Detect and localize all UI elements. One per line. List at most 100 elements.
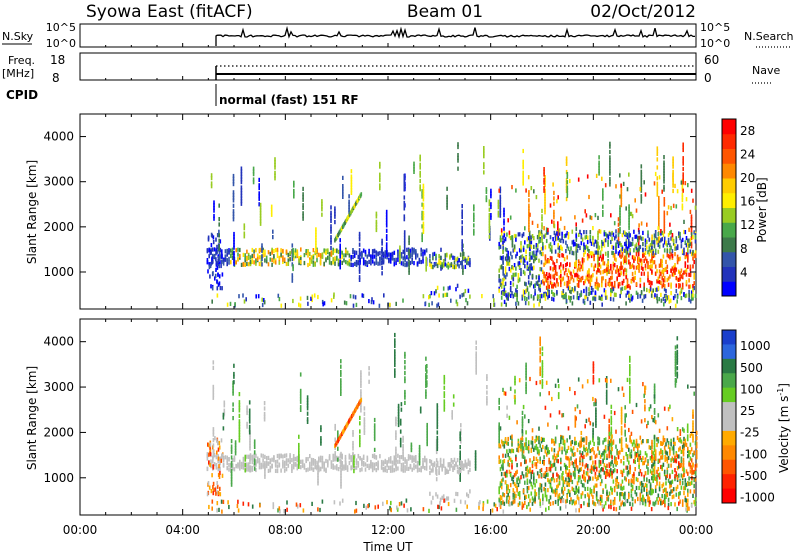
heatmap-cell [634, 270, 636, 275]
heatmap-cell [693, 275, 695, 280]
heatmap-cell [595, 410, 597, 415]
heatmap-cell [211, 260, 213, 265]
heatmap-cell [563, 293, 566, 299]
heatmap-cell [226, 466, 228, 471]
heatmap-cell [263, 417, 266, 422]
heatmap-cell [218, 445, 221, 450]
heatmap-cell [551, 289, 553, 294]
heatmap-cell [595, 244, 598, 249]
heatmap-cell [653, 408, 656, 413]
heatmap-cell [422, 229, 425, 234]
heatmap-cell [499, 189, 502, 194]
heatmap-cell [530, 491, 533, 496]
heatmap-cell [603, 269, 606, 274]
heatmap-cell [679, 429, 682, 434]
heatmap-cell [601, 294, 603, 299]
heatmap-cell [246, 467, 248, 472]
heatmap-cell [403, 184, 406, 189]
heatmap-cell [560, 436, 562, 441]
heatmap-cell [611, 250, 613, 255]
y-tick-label: 4000 [43, 130, 74, 144]
heatmap-cell [553, 276, 556, 281]
heatmap-cell [221, 259, 223, 264]
heatmap-cell [436, 419, 439, 424]
heatmap-cell [402, 464, 405, 469]
heatmap-cell [407, 454, 410, 459]
heatmap-cell [315, 227, 317, 232]
heatmap-cell [424, 455, 426, 460]
heatmap-cell [512, 266, 515, 271]
heatmap-cell [547, 472, 549, 477]
heatmap-cell [622, 248, 625, 253]
heatmap-cell [669, 231, 671, 236]
heatmap-cell [230, 460, 233, 465]
heatmap-cell [251, 467, 254, 472]
heatmap-cell [624, 418, 626, 423]
heatmap-cell [384, 458, 387, 463]
heatmap-cell [603, 288, 606, 293]
heatmap-cell [251, 247, 254, 253]
heatmap-cell [522, 148, 524, 154]
heatmap-cell [426, 380, 428, 385]
heatmap-cell [554, 383, 557, 388]
heatmap-cell [528, 206, 530, 211]
heatmap-cell [571, 287, 574, 292]
heatmap-cell [379, 178, 381, 183]
heatmap-cell [539, 366, 541, 371]
heatmap-cell [672, 272, 675, 277]
heatmap-cell [456, 259, 459, 264]
heatmap-cell [307, 250, 309, 255]
heatmap-cell [316, 465, 318, 470]
heatmap-cell [315, 232, 317, 237]
heatmap-cell [592, 251, 594, 256]
heatmap-cell [263, 401, 266, 406]
heatmap-cell [371, 252, 374, 257]
heatmap-cell [590, 455, 593, 460]
heatmap-cell [529, 458, 531, 463]
heatmap-cell [426, 436, 428, 441]
heatmap-cell [263, 411, 266, 417]
heatmap-cell [531, 428, 534, 433]
heatmap-cell [209, 449, 212, 454]
heatmap-cell [566, 494, 568, 499]
heatmap-cell [291, 275, 294, 281]
heatmap-cell [658, 236, 661, 241]
heatmap-cell [341, 251, 343, 256]
heatmap-cell [282, 454, 284, 459]
heatmap-cell [371, 297, 373, 302]
heatmap-cell [557, 378, 559, 383]
heatmap-cell [602, 210, 604, 215]
heatmap-cell [676, 360, 679, 365]
heatmap-cell [457, 158, 459, 163]
heatmap-cell [341, 461, 343, 466]
heatmap-cell [525, 256, 527, 261]
heatmap-cell [602, 253, 604, 258]
heatmap-cell [384, 466, 387, 471]
heatmap-cell [213, 453, 216, 458]
heatmap-cell [538, 474, 540, 479]
heatmap-cell [294, 456, 297, 462]
heatmap-cell [283, 464, 286, 469]
heatmap-cell [488, 229, 491, 234]
heatmap-cell [565, 161, 568, 166]
heatmap-cell [340, 389, 342, 394]
heatmap-cell [629, 377, 631, 382]
heatmap-cell [569, 478, 571, 483]
heatmap-cell [403, 173, 406, 178]
heatmap-cell [526, 465, 529, 470]
heatmap-cell [525, 376, 527, 381]
heatmap-cell [529, 376, 531, 382]
heatmap-cell [517, 445, 520, 451]
heatmap-cell [309, 454, 311, 459]
heatmap-cell [488, 218, 491, 223]
heatmap-cell [556, 478, 558, 483]
heatmap-cell [521, 294, 524, 299]
heatmap-cell [590, 215, 593, 221]
heatmap-cell [629, 393, 631, 399]
heatmap-cell [371, 249, 374, 254]
heatmap-cell [511, 476, 513, 481]
heatmap-cell [687, 183, 689, 188]
heatmap-cell [450, 458, 453, 463]
heatmap-cell [219, 286, 222, 291]
heatmap-cell [403, 200, 406, 205]
